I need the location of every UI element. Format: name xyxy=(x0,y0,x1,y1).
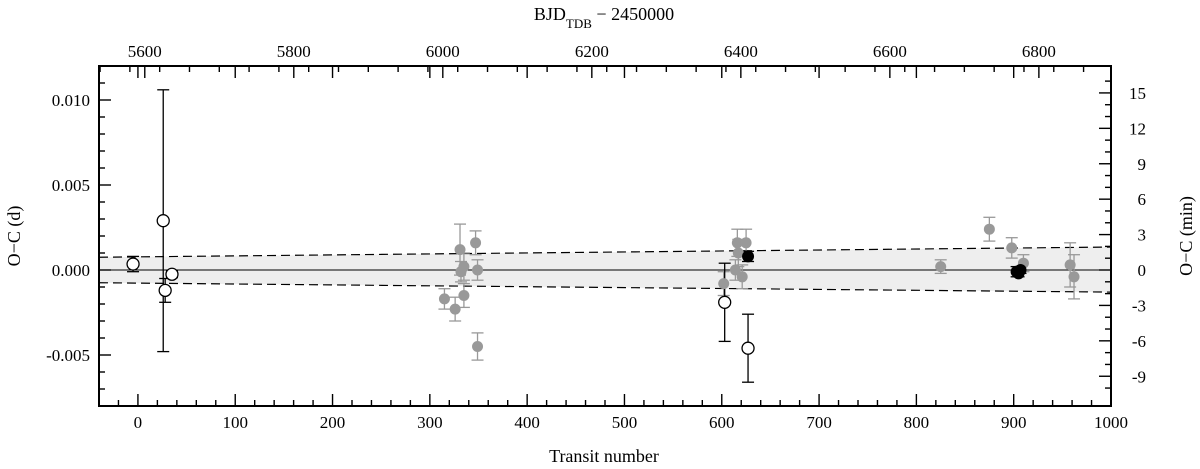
top-axis-title-main: BJD xyxy=(534,4,566,24)
plot-frame xyxy=(98,65,1112,407)
top-axis-title-sub: TDB xyxy=(566,16,592,31)
x-tick-label: 300 xyxy=(417,413,443,432)
data-point-black xyxy=(1014,264,1027,276)
data-points xyxy=(126,214,1080,355)
data-point-gray xyxy=(472,264,484,276)
data-point-gray xyxy=(740,237,752,249)
data-point-gray xyxy=(983,223,995,235)
data-point-gray xyxy=(458,261,470,273)
x-tick-label: 400 xyxy=(514,413,540,432)
top-tick-label: 6200 xyxy=(575,42,609,61)
right-tick-label: 0 xyxy=(1138,261,1147,280)
x-tick-label: 800 xyxy=(904,413,930,432)
top-tick-label: 6800 xyxy=(1022,42,1056,61)
x-axis-title: Transit number xyxy=(549,446,659,466)
data-point-gray xyxy=(458,290,470,301)
data-point-gray xyxy=(718,278,730,290)
data-point-gray xyxy=(470,237,482,249)
data-point-gray xyxy=(1064,259,1076,271)
data-point-gray xyxy=(1006,242,1018,254)
data-point-gray xyxy=(729,264,741,276)
y-tick-label: 0.010 xyxy=(52,91,90,110)
right-tick-label: -6 xyxy=(1132,332,1146,351)
y-tick-label: 0.000 xyxy=(52,261,90,280)
tick-labels: 0 100 200 300 400 500 600 700 800 900 1000 5600 5800… xyxy=(46,42,1146,432)
ephemeris-lower-bound xyxy=(98,282,1112,293)
x-tick-label: 1000 xyxy=(1094,413,1128,432)
top-tick-label: 5600 xyxy=(128,42,162,61)
right-tick-label: 12 xyxy=(1129,119,1146,138)
x-tick-label: 100 xyxy=(222,413,248,432)
axis-ticks xyxy=(99,65,1112,407)
x-tick-label: 900 xyxy=(1001,413,1027,432)
x-tick-label: 700 xyxy=(806,413,832,432)
data-point-gray xyxy=(449,303,461,315)
data-point-open xyxy=(126,257,140,271)
right-tick-label: 9 xyxy=(1138,155,1147,174)
right-tick-label: -3 xyxy=(1132,296,1146,315)
right-y-axis-title: O−C (min) xyxy=(1176,196,1197,276)
x-tick-label: 600 xyxy=(709,413,735,432)
ephemeris-upper-bound xyxy=(98,246,1112,258)
top-tick-label: 5800 xyxy=(277,42,311,61)
data-point-open xyxy=(158,283,172,298)
top-tick-label: 6400 xyxy=(724,42,758,61)
data-point-gray xyxy=(472,341,484,352)
data-point-gray xyxy=(454,244,466,256)
x-tick-label: 500 xyxy=(612,413,638,432)
top-tick-label: 6600 xyxy=(873,42,907,61)
data-point-open xyxy=(156,214,170,228)
data-point-open xyxy=(165,267,179,281)
data-point-gray xyxy=(1068,271,1080,283)
data-point-open xyxy=(718,295,732,309)
data-point-gray xyxy=(732,247,744,259)
x-tick-label: 0 xyxy=(134,413,143,432)
data-point-gray xyxy=(438,293,450,305)
top-tick-label: 6000 xyxy=(426,42,460,61)
right-tick-label: 15 xyxy=(1129,84,1146,103)
x-tick-label: 200 xyxy=(320,413,346,432)
error-bars xyxy=(127,89,1081,383)
data-point-gray xyxy=(935,261,947,273)
right-tick-label: 6 xyxy=(1138,190,1147,209)
data-point-black xyxy=(742,250,755,263)
y-axis-title: O−C (d) xyxy=(4,206,25,267)
y-tick-label: -0.005 xyxy=(46,346,90,365)
y-tick-label: 0.005 xyxy=(52,176,90,195)
top-axis-title-rest: − 2450000 xyxy=(592,4,674,24)
right-tick-label: -9 xyxy=(1132,367,1146,386)
data-point-open xyxy=(741,341,755,355)
right-tick-label: 3 xyxy=(1138,226,1147,245)
data-point-gray xyxy=(736,271,748,283)
top-axis-title: BJDTDB − 2450000 xyxy=(534,4,674,31)
data-point-gray xyxy=(731,237,743,249)
